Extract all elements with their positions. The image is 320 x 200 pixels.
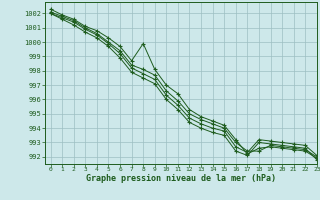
X-axis label: Graphe pression niveau de la mer (hPa): Graphe pression niveau de la mer (hPa) <box>86 174 276 183</box>
